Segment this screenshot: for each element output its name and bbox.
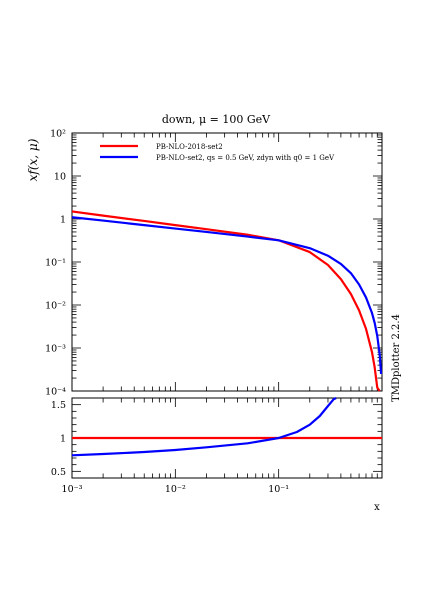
side-label: TMDplotter 2.2.4 bbox=[391, 314, 402, 402]
legend-label-red: PB-NLO-2018-set2 bbox=[156, 143, 223, 151]
x-axis-label: x bbox=[374, 502, 380, 513]
y-tick-label: 10⁻¹ bbox=[45, 258, 66, 269]
top-panel-frame bbox=[71, 132, 383, 392]
y-tick-label: 1.5 bbox=[51, 400, 66, 411]
chart-title: down, μ = 100 GeV bbox=[162, 113, 271, 126]
y-axis-label: xf(x, μ) bbox=[26, 138, 40, 181]
y-tick-label: 10⁻³ bbox=[45, 344, 66, 355]
x-tick-label: 10⁻³ bbox=[62, 484, 83, 495]
series-line-0 bbox=[71, 210, 381, 392]
y-tick-label: 10⁻² bbox=[45, 301, 66, 312]
x-tick-label: 10⁻¹ bbox=[268, 484, 289, 495]
ratio-panel: 0.5 1 1.5 bbox=[51, 397, 383, 479]
y-tick-label: 1 bbox=[60, 434, 66, 445]
series-line-1 bbox=[71, 216, 383, 374]
y-tick-label: 10⁻⁴ bbox=[45, 387, 66, 398]
y-tick-label: 10² bbox=[50, 129, 66, 140]
y-tick-label: 10 bbox=[54, 172, 66, 183]
legend: PB-NLO-2018-set2 PB-NLO-set2, qs = 0.5 G… bbox=[100, 143, 335, 162]
legend-label-blue: PB-NLO-set2, qs = 0.5 GeV, zdyn with q0 … bbox=[156, 154, 335, 162]
x-tick-label: 10⁻² bbox=[165, 484, 186, 495]
top-panel: 10² 10 1 10⁻¹ 10⁻² 10⁻³ 10⁻⁴ bbox=[45, 129, 383, 398]
series-line-1 bbox=[71, 397, 337, 457]
y-tick-label: 0.5 bbox=[51, 467, 66, 478]
y-tick-label: 1 bbox=[60, 215, 66, 226]
